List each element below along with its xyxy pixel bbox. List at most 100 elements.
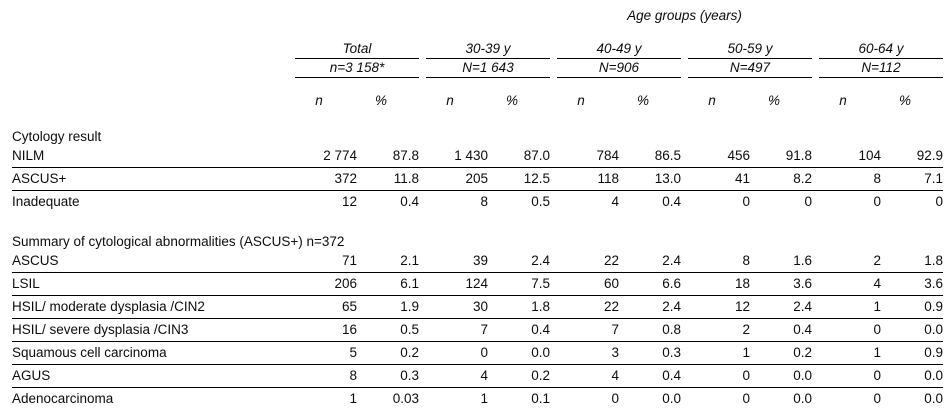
section-header-row: Cytology result bbox=[12, 124, 943, 144]
group-n-60-64: N=112 bbox=[819, 58, 943, 78]
cell-n: 71 bbox=[295, 249, 357, 273]
cell-n: 3 bbox=[557, 341, 619, 365]
cell-pct: 92.9 bbox=[881, 144, 943, 168]
cell-pct: 1.9 bbox=[357, 295, 419, 319]
cell-n: 1 430 bbox=[426, 144, 488, 168]
cell-n: 5 bbox=[295, 341, 357, 365]
col-group-50-59: 50-59 y bbox=[688, 27, 812, 59]
cell-n: 18 bbox=[688, 272, 750, 296]
column-spacer bbox=[812, 144, 819, 168]
cell-pct: 87.0 bbox=[488, 144, 550, 168]
cell-n: 65 bbox=[295, 295, 357, 319]
cell-n: 0 bbox=[819, 364, 881, 388]
cell-pct: 0.5 bbox=[357, 318, 419, 342]
table-row: Adenocarcinoma 1 0.03 1 0.1 0 0.0 0 0.0 0 0.0 bbox=[12, 387, 943, 410]
cell-pct: 0.0 bbox=[662, 391, 681, 407]
column-spacer bbox=[812, 364, 819, 388]
age-groups-header-row: Age groups (years) bbox=[12, 3, 943, 27]
cell-n: 456 bbox=[688, 144, 750, 168]
column-spacer bbox=[550, 364, 557, 388]
cell-pct: 0.5 bbox=[531, 194, 550, 210]
cell-pct: 0.9 bbox=[881, 341, 943, 365]
header-spacer bbox=[12, 27, 295, 58]
column-spacer bbox=[419, 341, 426, 365]
column-spacer bbox=[419, 190, 426, 213]
cell-pct: 0.9 bbox=[881, 295, 943, 319]
column-spacer bbox=[550, 387, 557, 410]
table-row: HSIL/ severe dysplasia /CIN3 16 0.5 7 0.4 7 0.… bbox=[12, 318, 943, 342]
column-spacer bbox=[419, 272, 426, 296]
column-spacer bbox=[681, 364, 688, 388]
cell-n: 206 bbox=[295, 272, 357, 296]
table-row: NILM 2 774 87.8 1 430 87.0 784 86.5 456 91.8 104 9… bbox=[12, 144, 943, 168]
row-label: LSIL bbox=[12, 272, 295, 296]
cell-pct: 0.3 bbox=[357, 364, 419, 388]
cell-n: 39 bbox=[426, 249, 488, 273]
column-spacer bbox=[812, 341, 819, 365]
cell-n: 0 bbox=[611, 391, 619, 407]
table-row: Squamous cell carcinoma 5 0.2 0 0.0 3 0.3 1 0.2 1… bbox=[12, 341, 943, 365]
cell-n: 0 bbox=[742, 194, 750, 210]
cell-pct: 0.4 bbox=[488, 318, 550, 342]
cell-pct: 0.03 bbox=[392, 391, 419, 407]
cell-n: 372 bbox=[295, 167, 357, 191]
column-spacer bbox=[681, 144, 688, 168]
cell-pct: 1.6 bbox=[750, 249, 812, 273]
cell-pct: 6.1 bbox=[357, 272, 419, 296]
column-spacer bbox=[812, 318, 819, 342]
table-row: Inadequate 12 0.4 8 0.5 4 0.4 0 0 0 0 bbox=[12, 190, 943, 213]
table-row: AGUS 8 0.3 4 0.2 4 0.4 0 0.0 0 0.0 bbox=[12, 364, 943, 388]
cell-pct: 8.2 bbox=[750, 167, 812, 191]
row-label: AGUS bbox=[12, 364, 295, 388]
column-spacer bbox=[812, 190, 819, 213]
column-spacer bbox=[681, 272, 688, 296]
cell-pct: 0 bbox=[804, 194, 812, 210]
cell-n: 22 bbox=[557, 249, 619, 273]
row-label: Adenocarcinoma bbox=[12, 391, 114, 407]
header-spacer bbox=[12, 58, 295, 77]
column-spacer bbox=[681, 167, 688, 191]
cell-n: 4 bbox=[426, 364, 488, 388]
cell-pct: 0.4 bbox=[662, 194, 681, 210]
subheader-pct: % bbox=[374, 93, 387, 109]
cell-n: 41 bbox=[688, 167, 750, 191]
cell-pct: 91.8 bbox=[750, 144, 812, 168]
row-label: ASCUS bbox=[12, 249, 295, 273]
col-group-40-49: 40-49 y bbox=[557, 27, 681, 59]
column-spacer bbox=[419, 364, 426, 388]
cell-n: 4 bbox=[557, 364, 619, 388]
column-spacer bbox=[550, 318, 557, 342]
column-spacer bbox=[550, 58, 557, 77]
column-spacer bbox=[419, 295, 426, 319]
column-spacer bbox=[550, 272, 557, 296]
column-spacer bbox=[419, 318, 426, 342]
cell-n: 22 bbox=[557, 295, 619, 319]
row-label: HSIL/ moderate dysplasia /CIN2 bbox=[12, 295, 295, 319]
cell-n: 0 bbox=[873, 194, 881, 210]
col-group-total: Total bbox=[295, 27, 419, 59]
cell-pct: 0.0 bbox=[793, 391, 812, 407]
cell-n: 12 bbox=[688, 295, 750, 319]
cell-pct: 0.0 bbox=[488, 341, 550, 365]
cell-n: 1 bbox=[480, 391, 488, 407]
subheader-pct: % bbox=[505, 93, 518, 109]
cell-n: 784 bbox=[557, 144, 619, 168]
cell-n: 2 774 bbox=[295, 144, 357, 168]
column-group-n-row: n=3 158* N=1 643 N=906 N=497 N=112 bbox=[12, 58, 943, 78]
cell-pct: 3.6 bbox=[881, 272, 943, 296]
cell-n: 0 bbox=[742, 391, 750, 407]
col-group-30-39: 30-39 y bbox=[426, 27, 550, 59]
column-spacer bbox=[419, 27, 426, 58]
cell-pct: 2.4 bbox=[488, 249, 550, 273]
cytology-results-table: Age groups (years) Total 30-39 y 40-49 y… bbox=[12, 3, 943, 410]
cell-pct: 2.1 bbox=[357, 249, 419, 273]
subheader-n: n bbox=[315, 93, 323, 109]
cell-n: 4 bbox=[611, 194, 619, 210]
column-spacer bbox=[550, 167, 557, 191]
column-spacer bbox=[550, 27, 557, 58]
column-spacer bbox=[550, 249, 557, 273]
column-spacer bbox=[681, 190, 688, 213]
column-spacer bbox=[419, 167, 426, 191]
header-spacer bbox=[12, 77, 295, 124]
cell-pct: 0.0 bbox=[924, 391, 943, 407]
